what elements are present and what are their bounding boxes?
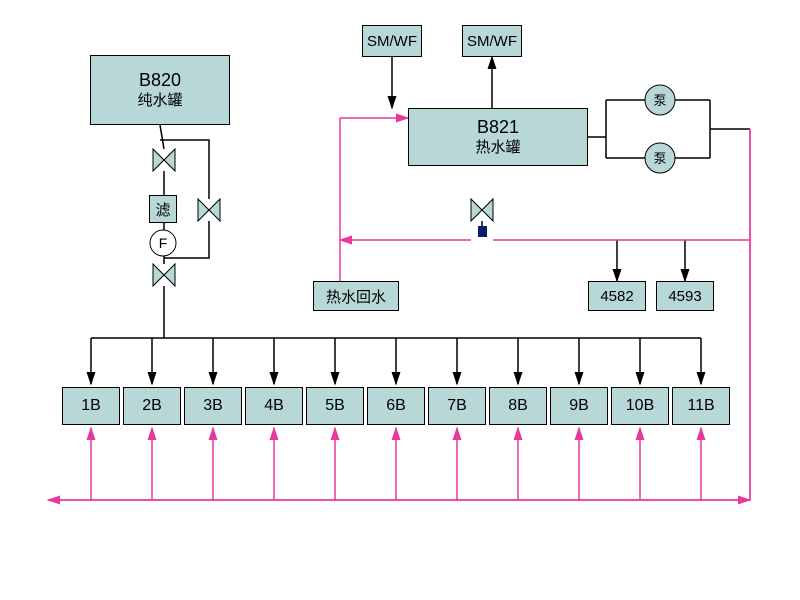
svg-text:泵: 泵 (653, 151, 666, 166)
cell-1B: 1B (62, 387, 120, 425)
box-4593: 4593 (656, 281, 714, 311)
cell-3B: 3B (184, 387, 242, 425)
tank-b820-code: B820 (139, 69, 181, 92)
tank-b820: B820 纯水罐 (90, 55, 230, 125)
hot-return-box: 热水回水 (313, 281, 399, 311)
smwf-left-label: SM/WF (367, 33, 417, 50)
cell-8B: 8B (489, 387, 547, 425)
cell-5B: 5B (306, 387, 364, 425)
tank-b821: B821 热水罐 (408, 108, 588, 166)
svg-text:F: F (159, 235, 168, 251)
box-4582-label: 4582 (600, 288, 633, 305)
filter-label: 滤 (155, 199, 170, 220)
cell-6B: 6B (367, 387, 425, 425)
cell-9B: 9B (550, 387, 608, 425)
cell-11B: 11B (672, 387, 730, 425)
tank-b821-code: B821 (477, 116, 519, 139)
cell-7B: 7B (428, 387, 486, 425)
smwf-left: SM/WF (362, 25, 422, 57)
box-4582: 4582 (588, 281, 646, 311)
smwf-right: SM/WF (462, 25, 522, 57)
cell-10B: 10B (611, 387, 669, 425)
svg-text:泵: 泵 (653, 93, 666, 108)
box-4593-label: 4593 (668, 288, 701, 305)
cell-2B: 2B (123, 387, 181, 425)
smwf-right-label: SM/WF (467, 33, 517, 50)
tank-b821-name: 热水罐 (475, 139, 520, 158)
filter-box: 滤 (149, 195, 177, 223)
cell-4B: 4B (245, 387, 303, 425)
tank-b820-name: 纯水罐 (137, 92, 182, 111)
hot-return-label: 热水回水 (326, 286, 386, 307)
